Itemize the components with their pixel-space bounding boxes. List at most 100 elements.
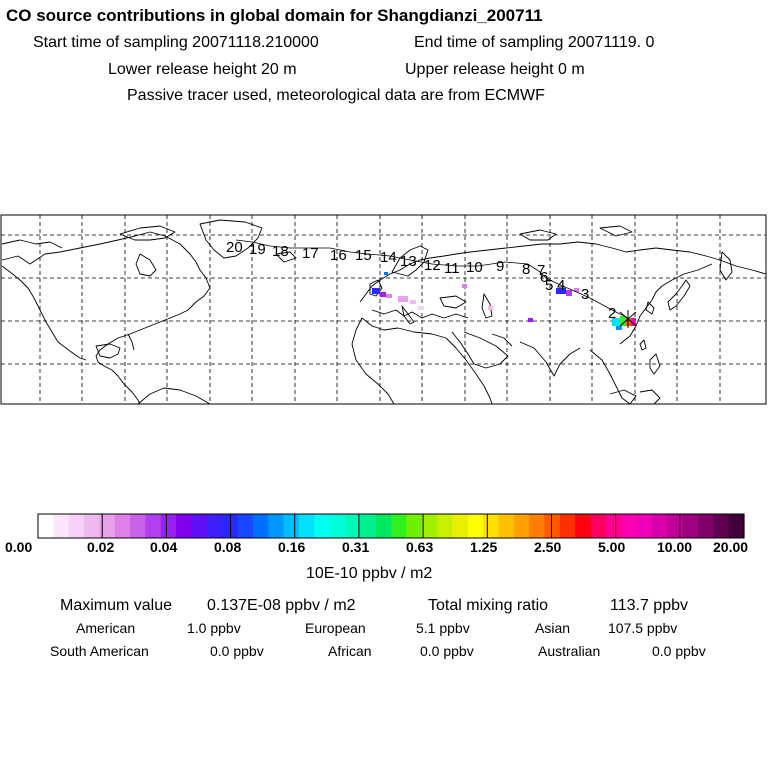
colorbar-cell (268, 514, 285, 538)
region-south-american-name: South American (50, 643, 149, 659)
total-mixing-label: Total mixing ratio (428, 597, 549, 614)
colorbar-cell (84, 514, 100, 538)
colorbar-cell (391, 514, 407, 538)
colorbar-cells (38, 514, 745, 538)
patch-asia-3 (566, 290, 572, 296)
colorbar-cell (728, 514, 745, 538)
region-asian-value: 107.5 ppbv (608, 620, 678, 636)
colorbar-cell (114, 514, 131, 538)
colorbar-tick-marks (101, 514, 681, 538)
siberia-islands (519, 225, 633, 241)
region-american-value: 1.0 ppbv (187, 620, 241, 636)
patch-russia-1 (462, 284, 467, 288)
region-african-name: African (328, 643, 372, 659)
colorbar-cell (329, 514, 346, 538)
traj-label-13: 13 (400, 253, 417, 270)
traj-label-19: 19 (249, 241, 266, 258)
colorbar-cell (360, 514, 377, 538)
start-time-label: Start time of sampling 20071118.210000 (33, 34, 319, 51)
patch-source-2 (620, 316, 626, 326)
colorbar-cell (605, 514, 622, 538)
colorbar-unit: 10E-10 ppbv / m2 (306, 565, 433, 582)
source-patches (372, 272, 636, 330)
colorbar (37, 513, 745, 539)
africa-coast (361, 317, 493, 405)
traj-label-20: 20 (226, 239, 243, 256)
cbar-tick-6: 0.63 (406, 539, 434, 555)
patch-scand (384, 272, 388, 275)
region-european-value: 5.1 ppbv (416, 620, 470, 636)
colorbar-cell (544, 514, 561, 538)
traj-label-3: 3 (581, 286, 589, 303)
kamchatka (719, 251, 733, 281)
philippines (649, 353, 661, 375)
colorbar-cell (651, 514, 668, 538)
patch-russia-2 (488, 306, 493, 310)
patch-europe-5 (410, 300, 416, 304)
colorbar-cell (252, 514, 269, 538)
cbar-tick-8: 2.50 (534, 539, 562, 555)
europe-coast (359, 241, 767, 303)
arctic-islands (119, 225, 176, 241)
colorbar-cell (375, 514, 392, 538)
region-american-name: American (76, 620, 136, 636)
patch-source-1 (612, 318, 620, 326)
traj-label-14: 14 (380, 249, 397, 266)
patch-europe-6 (418, 306, 424, 310)
source-marker (619, 310, 637, 328)
traj-label-18: 18 (272, 243, 289, 260)
tracer-note: Passive tracer used, meteorological data… (127, 87, 545, 104)
patch-asia-4 (574, 288, 579, 292)
colorbar-cell (53, 514, 70, 538)
taiwan (639, 339, 647, 351)
colorbar-cell (713, 514, 730, 538)
south-america-coast (137, 387, 211, 405)
end-time-label: End time of sampling 20071119. 0 (414, 34, 655, 51)
mediterranean-north (371, 309, 469, 319)
colorbar-cell (452, 514, 469, 538)
china-coast (619, 263, 713, 345)
traj-label-8: 8 (522, 261, 530, 278)
traj-label-11: 11 (444, 260, 460, 277)
colorbar-frame (37, 513, 745, 539)
india-coast (519, 341, 581, 377)
upper-release-height-label: Upper release height 0 m (405, 61, 585, 78)
traj-label-15: 15 (355, 247, 372, 264)
colorbar-cell (344, 514, 361, 538)
world-map: 2 3 4 5 6 7 8 9 10 11 12 13 14 15 16 17 … (0, 214, 767, 405)
florida (127, 333, 135, 351)
traj-label-5: 5 (545, 277, 553, 294)
traj-label-9: 9 (496, 258, 504, 275)
colorbar-cell (130, 514, 147, 538)
colorbar-cell (160, 514, 177, 538)
region-african-value: 0.0 ppbv (420, 643, 474, 659)
traj-label-12: 12 (424, 257, 441, 274)
caspian-sea (481, 293, 493, 319)
traj-label-16: 16 (330, 247, 347, 264)
persian-gulf (491, 333, 513, 347)
colorbar-cell (237, 514, 254, 538)
cbar-tick-9: 5.00 (598, 539, 626, 555)
region-australian-value: 0.0 ppbv (652, 643, 706, 659)
cbar-tick-11: 20.00 (713, 539, 749, 555)
cbar-tick-5: 0.31 (342, 539, 370, 555)
north-america-coast (1, 231, 211, 405)
coastlines (1, 219, 767, 405)
patch-source-5 (616, 326, 622, 330)
colorbar-cell (575, 514, 592, 538)
colorbar-cell (682, 514, 699, 538)
north-america-west-coast (1, 265, 87, 361)
southeast-asia-coast (589, 349, 631, 405)
region-european-name: European (305, 620, 366, 636)
colorbar-cell (621, 514, 638, 538)
colorbar-cell (206, 514, 223, 538)
colorbar-cell (636, 514, 653, 538)
max-value: 0.137E-08 ppbv / m2 (207, 597, 356, 614)
colorbar-cell (145, 514, 162, 538)
colorbar-cell (298, 514, 315, 538)
borneo-sumatra (609, 389, 661, 405)
black-sea (439, 295, 467, 309)
korea (645, 301, 655, 315)
traj-label-17: 17 (302, 245, 319, 262)
cbar-tick-10: 10.00 (657, 539, 693, 555)
